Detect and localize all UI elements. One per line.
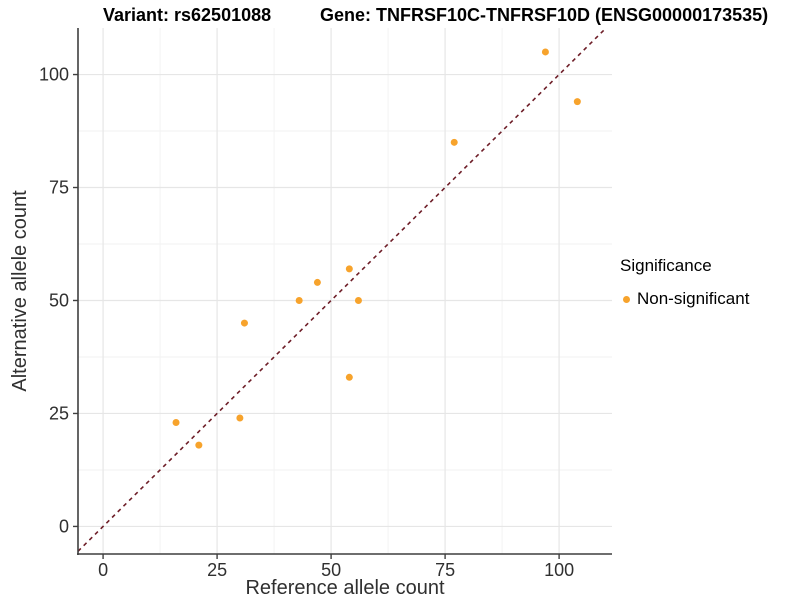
identity-dashed-line: [78, 28, 608, 552]
data-point: [354, 296, 362, 304]
y-tick-label: 25: [49, 403, 69, 423]
data-point: [450, 138, 458, 146]
x-tick-label: 25: [207, 560, 227, 580]
legend-title: Significance: [620, 256, 712, 275]
legend: Significance Non-significant: [620, 256, 749, 309]
x-axis-title: Reference allele count: [245, 577, 444, 599]
reference-line-layer: [78, 28, 608, 552]
legend-item: Non-significant: [620, 289, 749, 309]
point-layer: [172, 48, 581, 449]
x-tick-label: 100: [544, 560, 574, 580]
data-point: [240, 319, 248, 327]
data-point: [345, 373, 353, 381]
y-tick-label: 100: [39, 65, 69, 85]
y-tick-label: 75: [49, 178, 69, 198]
data-point: [295, 296, 303, 304]
y-axis-title: Alternative allele count: [9, 190, 31, 392]
x-tick-label: 75: [435, 560, 455, 580]
x-tick-label: 0: [98, 560, 108, 580]
gene-title: Gene: TNFRSF10C-TNFRSF10D (ENSG000001735…: [320, 5, 769, 25]
x-tick-label: 50: [321, 560, 341, 580]
data-point: [541, 48, 549, 56]
y-tick-label: 50: [49, 290, 69, 310]
axis-layer: 0 25 50 75 100 0 25 50 75 100: [39, 28, 612, 580]
data-point: [313, 278, 321, 286]
data-point: [172, 419, 180, 426]
variant-title: Variant: rs62501088: [103, 5, 272, 25]
data-point: [236, 414, 244, 422]
y-tick-label: 0: [59, 516, 69, 536]
legend-item-label: Non-significant: [637, 289, 750, 308]
grid-layer: [78, 28, 612, 554]
legend-point-swatch: [623, 295, 630, 303]
data-point: [345, 265, 353, 273]
data-point: [573, 98, 581, 106]
data-point: [195, 441, 203, 449]
